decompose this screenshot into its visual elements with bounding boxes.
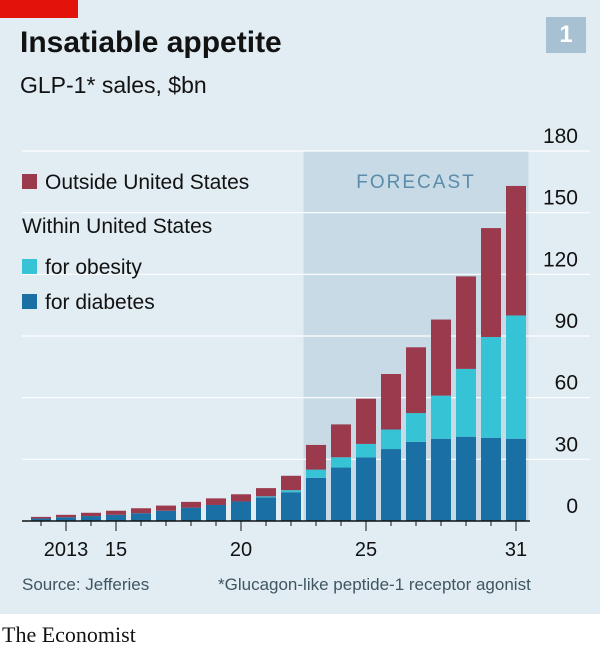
footnote: *Glucagon-like peptide-1 receptor agonis… (218, 575, 531, 594)
y-tick-label-150: 150 (543, 187, 578, 210)
x-tick-label-31: 31 (505, 539, 527, 561)
bar-outside-2021 (256, 488, 276, 497)
bar-outside-2020 (231, 494, 251, 502)
bar-obesity-2029 (456, 368, 476, 437)
bar-diabetes-2027 (406, 441, 426, 521)
bar-obesity-2021 (256, 496, 276, 498)
bar-diabetes-2012 (31, 518, 51, 521)
x-tick-label-15: 15 (105, 539, 127, 561)
bar-outside-2024 (331, 424, 351, 458)
bar-diabetes-2028 (431, 438, 451, 521)
x-tick-label-20: 20 (230, 539, 252, 561)
bar-diabetes-2017 (156, 510, 176, 521)
y-tick-label-0: 0 (566, 495, 578, 518)
bar-outside-2018 (181, 501, 201, 508)
bar-outside-2013 (56, 514, 76, 518)
bar-diabetes-2031 (506, 438, 526, 521)
legend-swatch-obesity (22, 258, 37, 274)
legend-heading-within: Within United States (22, 215, 213, 238)
bar-obesity-2031 (506, 315, 526, 439)
bar-outside-2028 (431, 319, 451, 396)
bar-diabetes-2013 (56, 517, 76, 521)
legend-item-diabetes: for diabetes (22, 291, 155, 315)
bar-diabetes-2029 (456, 436, 476, 521)
bar-obesity-2023 (306, 469, 326, 478)
bar-diabetes-2014 (81, 516, 101, 521)
bar-diabetes-2015 (106, 514, 126, 521)
bar-diabetes-2018 (181, 507, 201, 521)
bar-diabetes-2020 (231, 501, 251, 521)
bar-diabetes-2026 (381, 449, 401, 521)
chart-number-badge: 1 (546, 17, 586, 53)
bar-diabetes-2024 (331, 467, 351, 521)
brand-accent-tab (0, 0, 78, 18)
chart-subtitle: GLP-1* sales, $bn (20, 72, 207, 98)
bar-diabetes-2025 (356, 457, 376, 521)
economist-wordmark: The Economist (2, 622, 136, 647)
legend-swatch-outside (22, 173, 37, 189)
x-tick-label-2013: 2013 (44, 539, 89, 561)
bar-obesity-2030 (481, 337, 501, 438)
legend-label-obesity: for obesity (45, 256, 142, 279)
bar-obesity-2022 (281, 490, 301, 493)
source-note: Source: Jefferies (22, 575, 150, 594)
bar-diabetes-2019 (206, 504, 226, 521)
bar-outside-2022 (281, 475, 301, 491)
bar-diabetes-2030 (481, 437, 501, 521)
bar-outside-2017 (156, 505, 176, 511)
forecast-label: FORECAST (356, 172, 475, 193)
legend-swatch-diabetes (22, 293, 37, 309)
legend-item-obesity: for obesity (22, 256, 142, 280)
bar-obesity-2027 (406, 413, 426, 442)
bar-outside-2027 (406, 347, 426, 414)
bar-diabetes-2022 (281, 492, 301, 521)
bar-outside-2012 (31, 516, 51, 519)
chart-title: Insatiable appetite (20, 26, 282, 59)
bar-outside-2014 (81, 512, 101, 517)
bar-outside-2029 (456, 276, 476, 369)
bar-diabetes-2016 (131, 513, 151, 521)
y-tick-label-120: 120 (543, 248, 578, 271)
bar-obesity-2025 (356, 443, 376, 458)
bar-obesity-2026 (381, 429, 401, 450)
legend-item-outside: Outside United States (22, 171, 249, 195)
chart-plot: FORECAST 0 30 60 90 120 150 180 2013 15 20 25 31 (22, 125, 590, 561)
bar-outside-2015 (106, 510, 126, 515)
x-tick-label-25: 25 (355, 539, 377, 561)
bar-outside-2019 (206, 498, 226, 505)
bar-outside-2031 (506, 185, 526, 316)
bar-outside-2030 (481, 228, 501, 338)
bar-outside-2026 (381, 374, 401, 430)
y-tick-label-30: 30 (555, 433, 578, 456)
bar-obesity-2028 (431, 395, 451, 439)
bar-outside-2025 (356, 398, 376, 444)
bar-diabetes-2023 (306, 477, 326, 521)
bar-outside-2016 (131, 508, 151, 514)
legend-label-diabetes: for diabetes (45, 291, 155, 314)
y-tick-label-180: 180 (543, 125, 578, 148)
bar-obesity-2024 (331, 457, 351, 468)
bar-outside-2023 (306, 444, 326, 470)
bar-diabetes-2021 (256, 497, 276, 521)
legend-label-outside: Outside United States (45, 171, 250, 194)
y-tick-label-60: 60 (555, 372, 578, 395)
y-tick-label-90: 90 (555, 310, 578, 333)
